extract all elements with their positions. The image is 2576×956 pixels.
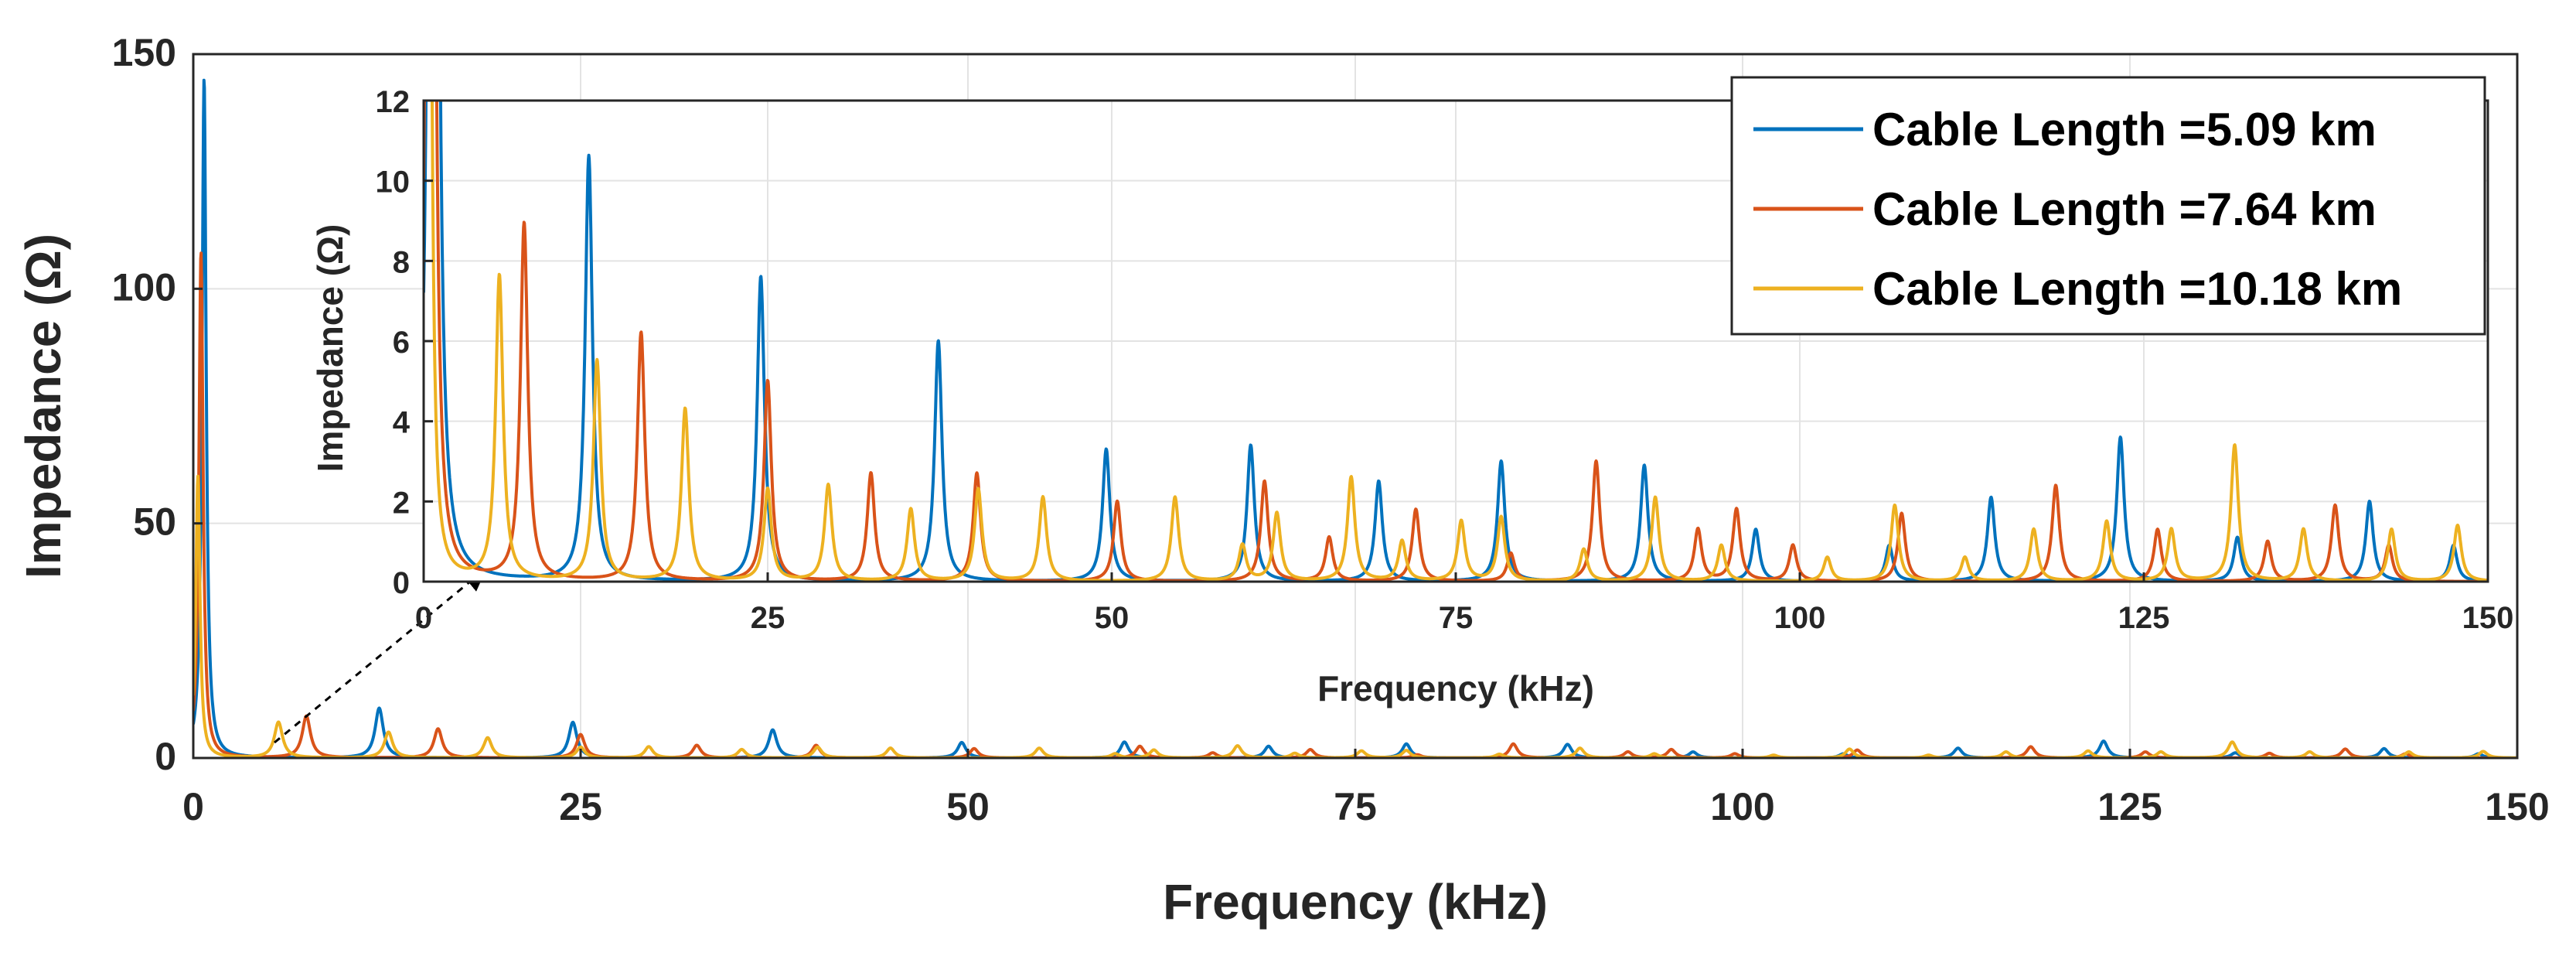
main-y-tick-label: 0 <box>155 735 176 778</box>
main-x-tick-label: 125 <box>2097 785 2162 828</box>
inset-x-tick-label: 100 <box>1774 601 1826 635</box>
inset-y-axis-label: Impedance (Ω) <box>310 224 350 473</box>
inset-y-tick-label: 4 <box>393 406 411 440</box>
inset-x-tick-label: 25 <box>751 601 785 635</box>
inset-x-ticks: 0 25 50 75 100 125 150 <box>415 572 2514 635</box>
inset-x-tick-label: 0 <box>415 601 432 635</box>
main-y-axis-label: Impedance (Ω) <box>15 234 71 579</box>
inset-x-tick-label: 150 <box>2462 601 2514 635</box>
inset-x-tick-label: 75 <box>1439 601 1474 635</box>
main-x-tick-label: 25 <box>559 785 602 828</box>
main-x-tick-label: 100 <box>1710 785 1774 828</box>
main-y-tick-label: 50 <box>133 500 176 544</box>
zoom-arrow <box>274 568 487 744</box>
inset-y-tick-label: 10 <box>376 166 411 200</box>
legend-box <box>1730 76 2486 336</box>
inset-x-tick-label: 125 <box>2118 601 2170 635</box>
legend-label-10-18: Cable Length =10.18 km <box>1872 263 2402 315</box>
inset-x-axis-label: Frequency (kHz) <box>1317 668 1594 708</box>
legend: Cable Length =5.09 km Cable Length =7.64… <box>1730 76 2486 336</box>
inset-y-tick-label: 12 <box>376 85 411 119</box>
main-x-axis-label: Frequency (kHz) <box>1163 874 1548 930</box>
main-x-tick-label: 75 <box>1334 785 1377 828</box>
legend-label-5-09: Cable Length =5.09 km <box>1872 104 2377 155</box>
main-x-tick-label: 0 <box>182 785 204 828</box>
main-x-tick-label: 150 <box>2485 785 2549 828</box>
main-y-tick-label: 100 <box>112 265 176 309</box>
main-y-ticks: 0 50 100 150 <box>112 31 203 778</box>
main-x-ticks: 0 25 50 75 100 125 150 <box>182 749 2550 828</box>
main-y-tick-label: 150 <box>112 31 176 74</box>
inset-x-tick-label: 50 <box>1095 601 1130 635</box>
inset-y-ticks: 0 2 4 6 8 10 12 <box>376 85 433 600</box>
legend-label-7-64: Cable Length =7.64 km <box>1872 183 2377 235</box>
inset-y-tick-label: 6 <box>393 326 410 360</box>
inset-y-tick-label: 2 <box>393 486 410 520</box>
inset-y-tick-label: 0 <box>393 566 410 600</box>
inset-y-tick-label: 8 <box>393 245 410 279</box>
main-x-tick-label: 50 <box>946 785 990 828</box>
